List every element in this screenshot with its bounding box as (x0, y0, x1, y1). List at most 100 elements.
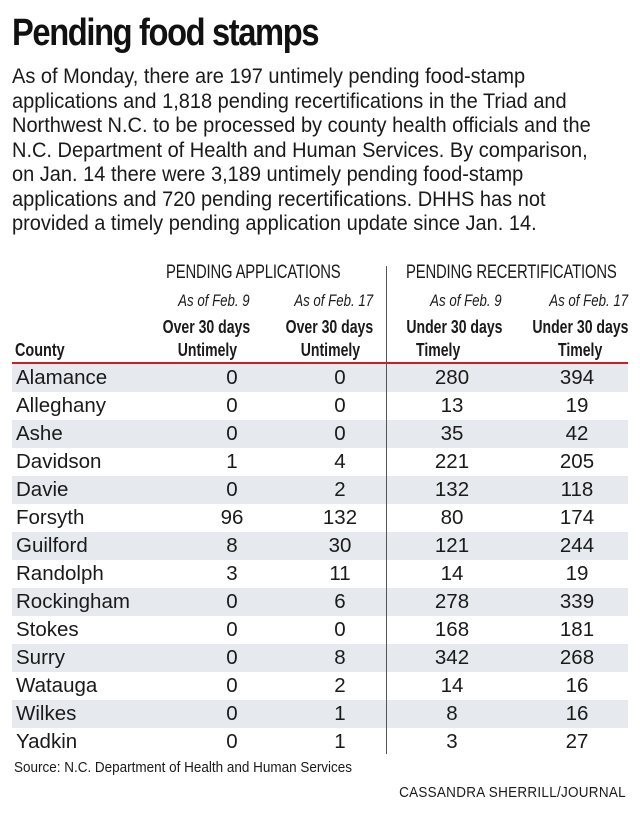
table-row: Alamance 0 0 280 394 (12, 364, 628, 392)
group-header-applications: PENDING APPLICATIONS (166, 262, 341, 283)
value-cell-col4: 339 (559, 590, 595, 613)
table-row: Yadkin 0 1 3 27 (12, 728, 628, 756)
value-cell-col4: 174 (559, 506, 595, 529)
table-row: Ashe 0 0 35 42 (12, 420, 628, 448)
county-name: Ashe (16, 422, 63, 445)
value-cell-col2: 0 (334, 394, 346, 417)
col4-as-of: As of Feb. 17 (549, 291, 628, 310)
table-row: Surry 0 8 342 268 (12, 644, 628, 672)
value-cell-col1: 0 (226, 422, 238, 445)
table-row: Stokes 0 0 168 181 (12, 616, 628, 644)
value-cell-col2: 2 (334, 674, 346, 697)
value-cell-col2: 0 (334, 422, 346, 445)
table-row: Forsyth 96 132 80 174 (12, 504, 628, 532)
county-name: Stokes (16, 618, 79, 641)
value-cell-col3: 35 (440, 422, 464, 445)
group-header-recertifications: PENDING RECERTIFICATIONS (406, 262, 617, 283)
value-cell-col1: 1 (226, 450, 238, 473)
county-name: Forsyth (16, 506, 85, 529)
col4-header-line1: Under 30 days (531, 316, 628, 337)
value-cell-col1: 0 (226, 646, 238, 669)
value-cell-col1: 0 (226, 366, 238, 389)
col3-as-of: As of Feb. 9 (430, 291, 502, 310)
col3-header-line2: Timely (415, 339, 460, 360)
col3-header-line1: Under 30 days (405, 316, 502, 337)
value-cell-col4: 16 (565, 702, 589, 725)
value-cell-col2: 2 (334, 478, 346, 501)
value-cell-col3: 3 (446, 730, 458, 753)
value-cell-col1: 8 (226, 534, 238, 557)
value-cell-col1: 0 (226, 394, 238, 417)
col1-header-line1: Over 30 days (162, 316, 250, 337)
group-divider-body (386, 364, 387, 754)
chart-title: Pending food stamps (12, 12, 319, 54)
value-cell-col2: 8 (334, 646, 346, 669)
col1-as-of: As of Feb. 9 (178, 291, 250, 310)
value-cell-col2: 132 (322, 506, 358, 529)
value-cell-col3: 168 (434, 618, 470, 641)
value-cell-col3: 342 (434, 646, 470, 669)
county-name: Guilford (16, 534, 88, 557)
value-cell-col3: 80 (440, 506, 464, 529)
intro-text: As of Monday, there are 197 untimely pen… (12, 64, 591, 235)
header-rule (12, 362, 628, 364)
county-header: County (15, 339, 65, 360)
value-cell-col3: 132 (434, 478, 470, 501)
col2-as-of: As of Feb. 17 (294, 291, 373, 310)
value-cell-col1: 0 (226, 674, 238, 697)
value-cell-col1: 0 (226, 730, 238, 753)
value-cell-col2: 0 (334, 618, 346, 641)
table-row: Davidson 1 4 221 205 (12, 448, 628, 476)
value-cell-col1: 0 (226, 478, 238, 501)
value-cell-col1: 0 (226, 618, 238, 641)
value-cell-col2: 6 (334, 590, 346, 613)
county-name: Surry (16, 646, 65, 669)
county-name: Davie (16, 478, 69, 501)
county-name: Wilkes (16, 702, 77, 725)
county-name: Davidson (16, 450, 102, 473)
col1-header-line2: Untimely (177, 339, 237, 360)
value-cell-col1: 0 (226, 702, 238, 725)
value-cell-col3: 14 (440, 674, 464, 697)
source-note: Source: N.C. Department of Health and Hu… (14, 760, 353, 776)
value-cell-col3: 8 (446, 702, 458, 725)
credit-line: CASSANDRA SHERRILL/JOURNAL (399, 785, 626, 801)
value-cell-col2: 11 (329, 562, 351, 585)
table-row: Watauga 0 2 14 16 (12, 672, 628, 700)
value-cell-col4: 42 (565, 422, 589, 445)
county-name: Alamance (16, 366, 108, 389)
value-cell-col4: 205 (559, 450, 595, 473)
value-cell-col2: 1 (334, 702, 346, 725)
value-cell-col2: 0 (334, 366, 346, 389)
table-row: Davie 0 2 132 118 (12, 476, 628, 504)
table-row: Guilford 8 30 121 244 (12, 532, 628, 560)
value-cell-col1: 3 (226, 562, 238, 585)
value-cell-col3: 121 (434, 534, 470, 557)
value-cell-col3: 221 (434, 450, 470, 473)
value-cell-col3: 280 (434, 366, 470, 389)
value-cell-col3: 14 (440, 562, 464, 585)
county-name: Alleghany (16, 394, 107, 417)
county-name: Randolph (16, 562, 104, 585)
value-cell-col4: 181 (559, 618, 595, 641)
county-name: Rockingham (16, 590, 130, 613)
value-cell-col2: 1 (334, 730, 346, 753)
value-cell-col4: 19 (565, 562, 589, 585)
value-cell-col4: 244 (559, 534, 595, 557)
group-divider-header (386, 266, 387, 364)
value-cell-col4: 394 (559, 366, 595, 389)
value-cell-col3: 13 (440, 394, 464, 417)
county-name: Watauga (16, 674, 98, 697)
county-name: Yadkin (16, 730, 78, 753)
value-cell-col1: 96 (220, 506, 244, 529)
table-row: Randolph 3 11 14 19 (12, 560, 628, 588)
value-cell-col2: 4 (334, 450, 346, 473)
table-row: Rockingham 0 6 278 339 (12, 588, 628, 616)
value-cell-col1: 0 (226, 590, 238, 613)
col4-header-line2: Timely (557, 339, 602, 360)
table-row: Wilkes 0 1 8 16 (12, 700, 628, 728)
table-row: Alleghany 0 0 13 19 (12, 392, 628, 420)
value-cell-col2: 30 (328, 534, 352, 557)
value-cell-col3: 278 (434, 590, 470, 613)
value-cell-col4: 27 (565, 730, 589, 753)
